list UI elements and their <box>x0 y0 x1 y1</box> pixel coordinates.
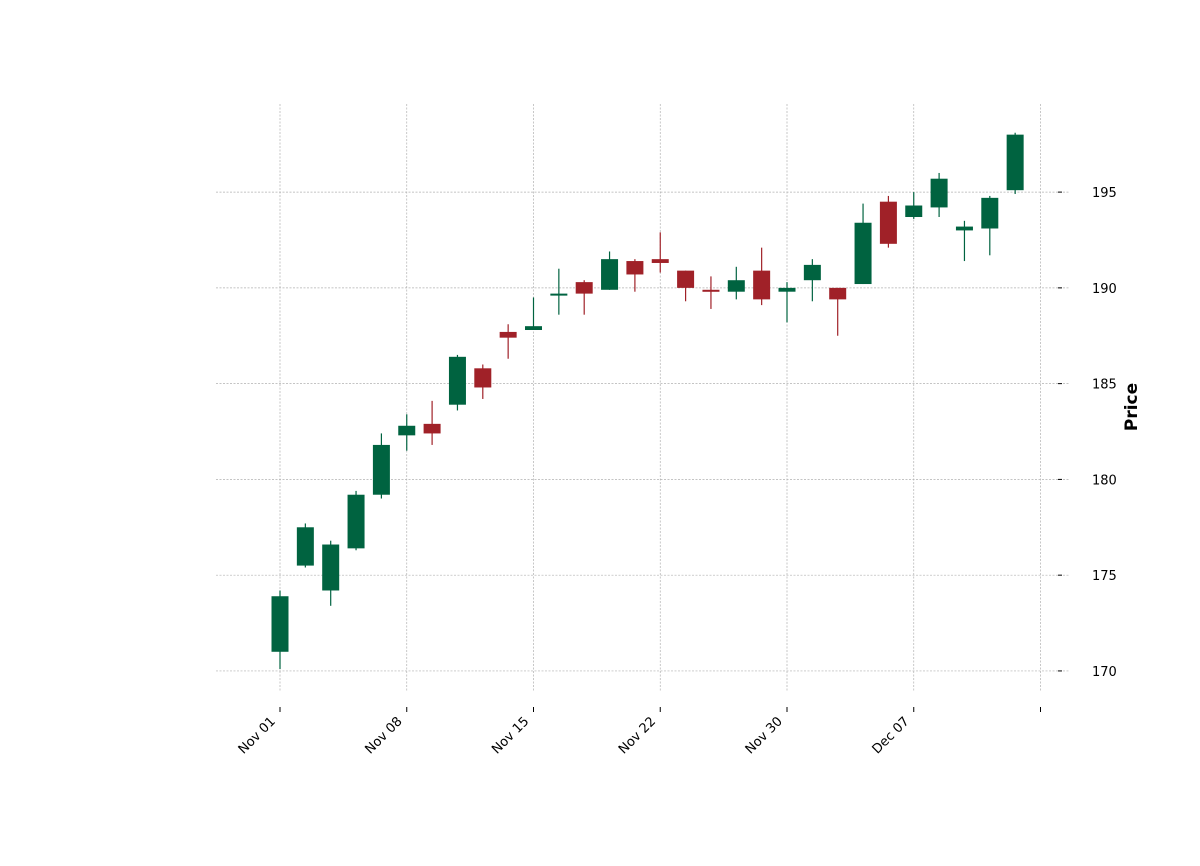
candle-down <box>575 280 593 315</box>
candle-body <box>829 287 847 300</box>
candle-body <box>702 289 720 292</box>
candle-down <box>626 259 644 292</box>
candles <box>271 132 1024 670</box>
candle-down <box>677 270 695 302</box>
candle-body <box>879 201 897 244</box>
x-tick-label: Nov 15 <box>489 714 532 757</box>
candle-up <box>525 297 542 331</box>
candle-up <box>930 172 948 218</box>
candle-body <box>677 270 695 288</box>
candle-down <box>651 232 669 273</box>
candle-body <box>575 282 593 294</box>
candle-down <box>499 324 517 359</box>
candle-up <box>727 266 745 300</box>
y-axis-label: Price <box>1122 383 1142 431</box>
y-tick-label: 195 <box>1092 186 1117 201</box>
candle-body <box>372 444 390 495</box>
y-tick-label: 185 <box>1092 378 1117 393</box>
candle-body <box>981 197 999 229</box>
candle-body <box>955 226 973 231</box>
candle-up <box>955 220 973 262</box>
candle-body <box>423 423 441 434</box>
candle-body <box>854 222 872 285</box>
y-tick-label: 180 <box>1092 473 1117 488</box>
candle-body <box>1006 134 1024 191</box>
candle-up <box>372 433 390 499</box>
y-tick-label: 170 <box>1092 665 1117 680</box>
candle-up <box>778 282 796 323</box>
candle-body <box>550 293 568 296</box>
candle-body <box>296 527 314 566</box>
candle-body <box>322 544 340 591</box>
candle-up <box>448 354 466 411</box>
candle-body <box>601 259 619 290</box>
candle-body <box>499 331 517 338</box>
candle-body <box>474 368 492 388</box>
candle-up <box>981 195 999 256</box>
x-tick-label: Nov 22 <box>616 714 659 757</box>
candle-up <box>550 268 568 315</box>
candle-body <box>727 280 745 292</box>
grid-lines <box>216 104 1069 692</box>
candle-body <box>651 259 669 263</box>
candle-body <box>347 494 365 549</box>
candle-body <box>271 596 289 652</box>
candle-body <box>525 326 542 331</box>
candle-body <box>753 270 771 300</box>
candle-down <box>829 287 847 336</box>
candle-body <box>930 178 948 208</box>
candle-up <box>601 251 619 290</box>
candle-body <box>398 425 416 436</box>
candle-up <box>905 192 923 219</box>
candle-up <box>296 523 314 568</box>
candle-up <box>803 259 821 302</box>
candle-body <box>626 261 644 275</box>
candle-body <box>448 356 466 405</box>
axes: 170 175 180 185 190 195 Nov 01 Nov 08 Nov 15 Nov … <box>236 186 1117 757</box>
candle-down <box>423 400 441 445</box>
y-tick-label: 175 <box>1092 569 1117 584</box>
candle-up <box>398 414 416 451</box>
candle-up <box>347 490 365 551</box>
candle-up <box>271 590 289 670</box>
candle-up <box>322 540 340 606</box>
candle-body <box>803 264 821 281</box>
candle-down <box>879 195 897 248</box>
x-tick-label: Nov 01 <box>236 714 279 757</box>
candle-down <box>474 364 492 399</box>
y-tick-label: 190 <box>1092 282 1117 297</box>
candle-body <box>778 287 796 292</box>
candle-down <box>702 276 720 309</box>
candle-up <box>854 203 872 285</box>
candle-up <box>1006 132 1024 195</box>
x-tick-label: Nov 30 <box>743 714 786 757</box>
candle-down <box>753 247 771 306</box>
x-tick-label: Nov 08 <box>362 714 405 757</box>
x-tick-label: Dec 07 <box>870 714 913 757</box>
candle-body <box>905 205 923 218</box>
